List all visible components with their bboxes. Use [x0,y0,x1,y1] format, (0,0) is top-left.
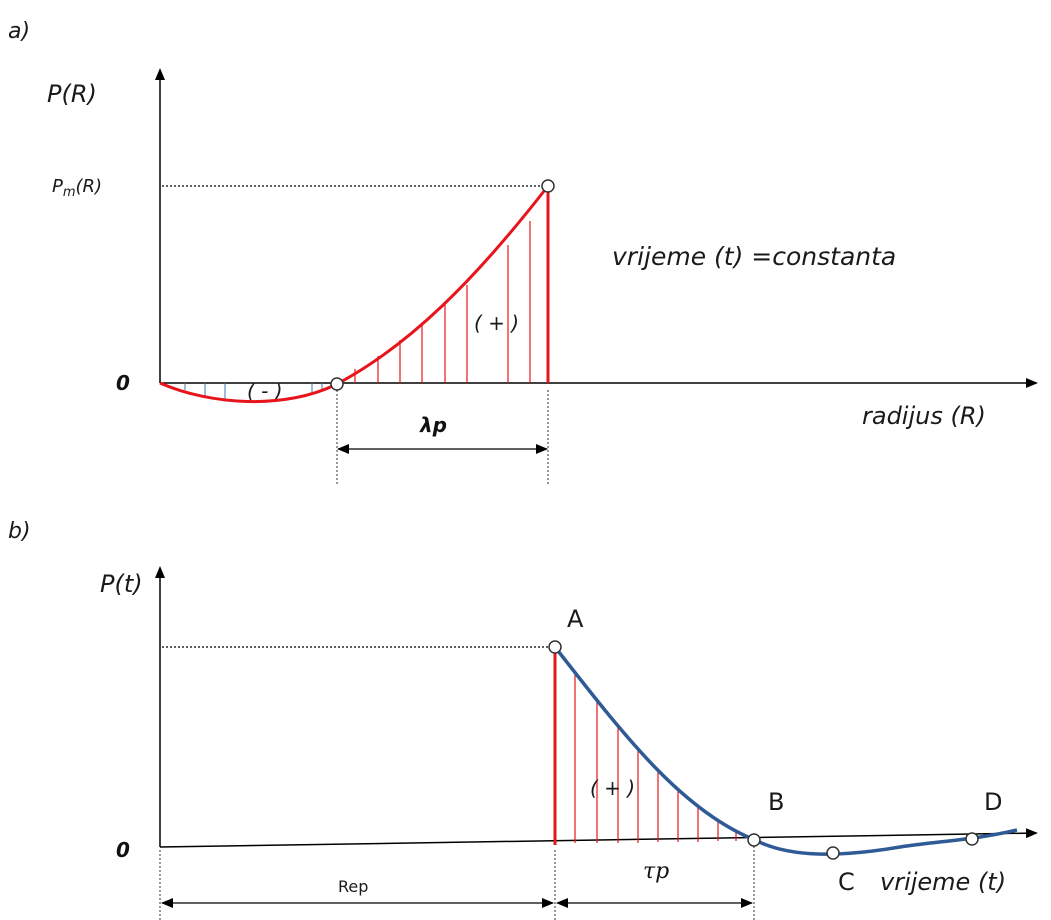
panel-b-span-rep-label: Rep [338,877,368,896]
panel-b-label-b: B [768,788,784,816]
panel-b-y-axis-label: P(t) [100,570,143,598]
panel-b: b) P(t) 0 ( + ) A B C D [8,519,1038,920]
panel-a-note: vrijeme (t) =constanta [612,242,896,271]
panel-a-y-axis-label: P(R) [47,80,97,108]
panel-b-label-a: A [567,605,584,633]
panel-b-pos-region-label: ( + ) [590,776,635,800]
panel-b-x-axis [159,828,1038,848]
panel-b-label-c: C [838,868,855,896]
panel-a-pos-hatch [354,221,531,383]
panel-b-x-axis-label: vrijeme (t) [880,868,1006,896]
panel-b-curve [553,645,1018,856]
pm-main: P [52,176,63,197]
panel-a-pm-label: Pm(R) [52,176,102,200]
panel-b-point-a [548,640,562,654]
panel-b-pos-hatch [574,672,737,843]
panel-b-label: b) [8,519,31,544]
panel-b-span-tau-label: τp [643,859,669,884]
panel-a-point-zero-cross [330,377,344,391]
panel-a-neg-hatch [184,383,323,400]
panel-a-pos-region-label: ( + ) [474,311,519,335]
panel-b-label-d: D [984,788,1002,816]
panel-a: a) P(R) Pm(R) 0 ( - ) ( + ) [8,19,1038,485]
panel-a-label: a) [8,19,30,44]
panel-b-point-c [826,846,840,860]
panel-b-zero-label: 0 [116,838,130,862]
panel-a-span-label: λp [419,413,447,437]
pm-sub: m [63,185,76,200]
panel-a-curve [159,185,550,403]
panel-a-neg-region-label: ( - ) [247,379,283,403]
panel-b-point-d [965,832,979,846]
panel-a-x-axis-label: radijus (R) [862,402,986,430]
panel-a-point-peak [541,179,555,193]
panel-a-zero-label: 0 [116,371,130,395]
pm-rest: (R) [76,176,103,197]
panel-b-point-b [747,833,761,847]
